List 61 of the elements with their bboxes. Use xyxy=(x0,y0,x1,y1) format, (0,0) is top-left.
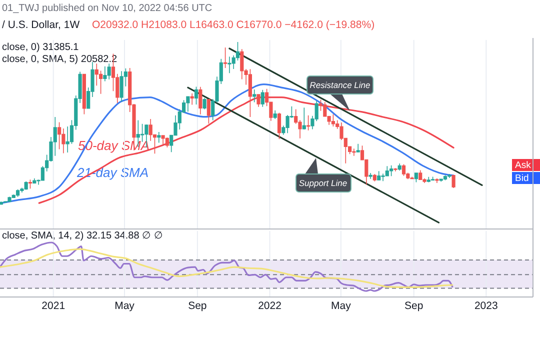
candlestick xyxy=(103,66,107,82)
candlestick xyxy=(394,168,398,172)
x-tick-label: 2023 xyxy=(474,300,498,312)
candlestick xyxy=(452,174,456,188)
chart-subtitle: O20932.0 H21083.0 L16463.0 C16770.0 −4162.0 (−19.88%) xyxy=(92,19,375,31)
candlestick xyxy=(372,174,376,182)
candlestick xyxy=(248,68,252,118)
candlestick xyxy=(161,135,165,145)
candlestick xyxy=(256,94,260,108)
candlestick xyxy=(443,174,448,181)
x-tick-label: May xyxy=(330,300,352,312)
x-tick-label: 2022 xyxy=(258,300,282,312)
candlestick xyxy=(223,47,228,68)
candlestick xyxy=(157,132,161,144)
candlestick xyxy=(24,181,28,190)
candlestick xyxy=(206,98,210,124)
candlestick xyxy=(398,163,402,171)
candlestick xyxy=(431,176,435,180)
candlestick xyxy=(448,174,452,178)
candlestick xyxy=(414,172,418,183)
candlestick xyxy=(186,96,190,112)
candlestick xyxy=(302,107,306,130)
candlestick xyxy=(410,176,414,180)
series-label: Resistance Line xyxy=(310,80,371,90)
candlestick xyxy=(435,178,439,184)
candlestick xyxy=(107,63,111,80)
series-label: Support Line xyxy=(298,178,348,188)
candlestick xyxy=(331,114,335,127)
x-tick-label: Sep xyxy=(188,300,207,312)
candlestick xyxy=(426,176,430,183)
candlestick xyxy=(352,148,356,156)
chart-title: / U.S. Dollar, 1W xyxy=(2,19,80,31)
candlestick xyxy=(8,196,12,202)
candlestick xyxy=(402,164,406,176)
candlestick xyxy=(194,86,198,105)
x-tick-label: 2021 xyxy=(42,300,66,312)
candlestick xyxy=(377,170,381,180)
candlestick xyxy=(228,56,232,74)
candlestick xyxy=(306,114,310,131)
candlestick xyxy=(120,70,124,102)
annotation: close, 0) 31385.1 xyxy=(2,42,80,53)
text: 01_TWJ published on Nov 10, 2022 04:56 UTC xyxy=(2,3,212,14)
candlestick xyxy=(260,89,264,108)
candlestick xyxy=(190,93,194,106)
candlestick xyxy=(252,89,256,103)
candlestick xyxy=(57,122,62,150)
candlestick xyxy=(273,110,277,120)
candlestick xyxy=(356,143,360,153)
candlestick xyxy=(418,170,422,180)
candlestick xyxy=(198,86,202,115)
annotation: Bid xyxy=(515,173,529,184)
x-tick-label: May xyxy=(114,300,136,312)
candlestick xyxy=(390,164,394,176)
candlestick xyxy=(368,172,372,180)
candlestick xyxy=(32,178,36,184)
x-tick-label: Sep xyxy=(404,300,424,312)
annotation: Ask xyxy=(515,160,532,171)
candlestick xyxy=(16,189,20,198)
candlestick xyxy=(202,98,206,110)
candlestick xyxy=(28,179,32,189)
text: close, SMA, 14, 2) 32.15 34.88 ∅ ∅ xyxy=(2,230,163,242)
